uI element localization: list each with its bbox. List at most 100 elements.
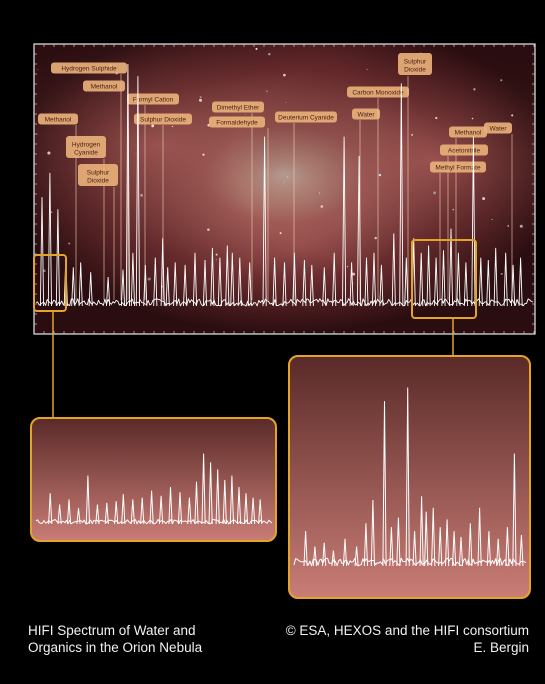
main-spectrum-peak xyxy=(379,264,384,307)
main-spectrum-peak xyxy=(262,136,267,307)
main-spectrum-peak xyxy=(503,252,508,307)
main-spectrum-peak xyxy=(404,257,409,307)
molecule-label: Carbon Monoxide xyxy=(352,90,404,97)
molecule-label: Formyl Cation xyxy=(133,97,174,104)
molecule-label-box xyxy=(449,126,487,138)
star xyxy=(318,192,320,194)
molecule-label-box xyxy=(38,113,78,125)
star xyxy=(283,73,286,77)
main-spectrum-peak xyxy=(153,257,158,307)
inset-right-peak xyxy=(477,507,482,567)
inset-left-spectrum xyxy=(35,453,273,525)
main-spectrum-peak xyxy=(349,262,354,307)
main-spectrum-peak xyxy=(202,259,208,307)
inset-left-peak xyxy=(215,469,220,525)
molecule-label-box xyxy=(398,53,432,75)
main-spectrum-peak xyxy=(426,245,431,307)
star xyxy=(433,191,437,195)
star xyxy=(519,224,523,228)
molecule-label: Sulphur Dioxide xyxy=(87,170,110,185)
main-spectrum-peak xyxy=(399,83,404,307)
inset-right-peak xyxy=(519,534,524,567)
star xyxy=(198,98,203,102)
main-spectrum-peak xyxy=(282,262,287,307)
star xyxy=(452,208,455,211)
inset-right-peak xyxy=(303,531,308,567)
star xyxy=(378,173,382,177)
molecule-label: Water xyxy=(357,112,375,119)
main-spectrum-peak xyxy=(511,264,516,307)
inset-right-peak xyxy=(496,538,501,567)
molecule-label-box xyxy=(66,136,106,158)
inset-right-peak xyxy=(468,523,473,567)
star xyxy=(147,277,151,281)
main-spectrum-peak xyxy=(247,262,252,307)
molecule-label-box xyxy=(430,161,486,173)
inset-left-peak xyxy=(159,495,164,525)
inset-left-peak xyxy=(66,499,72,525)
star xyxy=(482,197,486,201)
inset-left-background xyxy=(30,417,277,542)
caption-right-line2: E. Bergin xyxy=(473,640,529,655)
inset-right-peak xyxy=(505,527,510,567)
main-spectrum-peak xyxy=(478,257,483,307)
inset-left-peak xyxy=(140,497,145,525)
inset-left-peak xyxy=(243,493,249,525)
inset-right-peak xyxy=(354,546,359,567)
caption-left-line2: Organics in the Orion Nebula xyxy=(28,640,203,655)
inset-left-peak xyxy=(194,481,199,525)
star xyxy=(507,225,510,227)
inset-left-peak xyxy=(104,502,109,525)
main-spectrum-peak xyxy=(463,262,468,307)
molecule-label-box xyxy=(212,101,264,113)
main-spectrum-peak xyxy=(342,136,347,307)
molecule-label: Formaldehyde xyxy=(216,120,258,127)
inset-left-peak xyxy=(85,475,90,525)
molecule-label: Methanol xyxy=(45,117,72,124)
inset-left-peak xyxy=(236,486,242,525)
main-spectrum-peak xyxy=(434,257,439,307)
inset-left-baseline xyxy=(35,518,273,525)
main-spectrum-peak xyxy=(441,250,446,307)
inset-right-peak xyxy=(458,536,464,567)
inset-left-peak xyxy=(177,492,183,525)
star xyxy=(47,151,51,155)
star xyxy=(346,265,349,268)
inset-left-peak xyxy=(121,494,126,525)
frame-ticks xyxy=(33,43,535,335)
main-spectrum-peak xyxy=(217,257,222,307)
star xyxy=(435,116,438,120)
star xyxy=(68,242,71,245)
main-panel-frame xyxy=(33,43,536,335)
main-spectrum-peak xyxy=(371,252,377,307)
inset-left-peak xyxy=(201,453,206,525)
star xyxy=(268,52,271,56)
inset-right-peak xyxy=(512,453,517,567)
main-spectrum-peak xyxy=(230,252,235,307)
inset-left-panel xyxy=(30,417,277,542)
star xyxy=(286,176,289,178)
main-spectrum-peak xyxy=(364,257,369,307)
star xyxy=(500,272,503,275)
main-spectrum-peak xyxy=(448,228,454,307)
caption-right: © ESA, HEXOS and the HIFI consortium E. … xyxy=(286,622,529,656)
star xyxy=(50,211,53,213)
molecule-label: Methyl Formate xyxy=(435,165,481,172)
star xyxy=(207,228,210,231)
star xyxy=(245,113,247,115)
main-spectrum-peak xyxy=(130,252,135,307)
molecule-label-box xyxy=(484,122,512,134)
inset-right-peak xyxy=(412,531,417,567)
star xyxy=(37,69,39,71)
inset-right-peak xyxy=(331,550,336,567)
main-spectrum-peak xyxy=(471,136,476,307)
inset-left-peak xyxy=(187,497,192,525)
star xyxy=(491,218,493,220)
star xyxy=(283,181,285,183)
nebula-cloud-right xyxy=(34,44,535,334)
main-spectrum-peak xyxy=(120,269,126,307)
star xyxy=(500,79,503,82)
inset-right-peak xyxy=(424,511,429,567)
molecule-label: Sulphur Dioxide xyxy=(404,59,427,74)
star xyxy=(511,114,514,117)
